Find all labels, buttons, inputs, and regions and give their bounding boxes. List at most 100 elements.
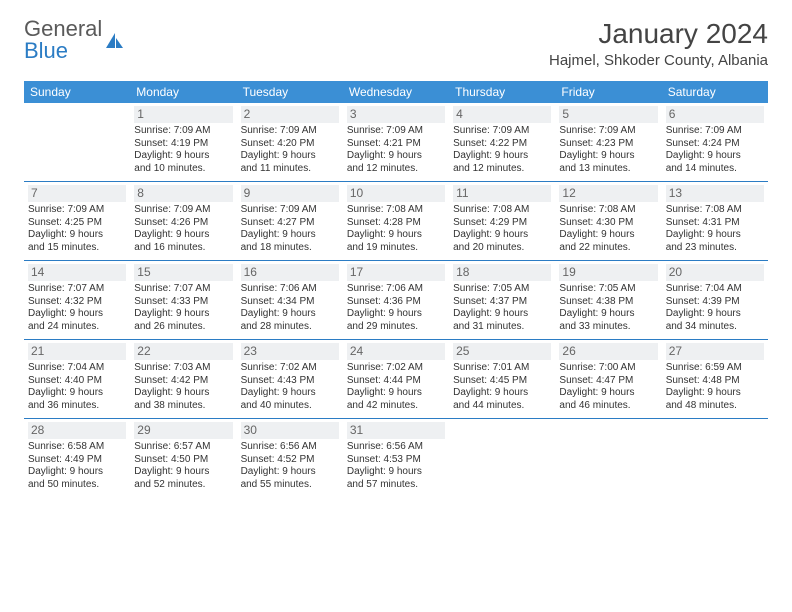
- day1-text: Daylight: 9 hours: [134, 229, 232, 242]
- calendar-cell: 4Sunrise: 7:09 AMSunset: 4:22 PMDaylight…: [449, 103, 555, 182]
- day-number: 16: [241, 264, 339, 281]
- day2-text: and 20 minutes.: [453, 242, 551, 255]
- calendar-cell: .: [662, 419, 768, 498]
- day2-text: and 12 minutes.: [453, 163, 551, 176]
- sunrise-text: Sunrise: 7:04 AM: [28, 362, 126, 375]
- sunset-text: Sunset: 4:34 PM: [241, 296, 339, 309]
- day2-text: and 55 minutes.: [241, 479, 339, 492]
- day-number: 9: [241, 185, 339, 202]
- day2-text: and 34 minutes.: [666, 321, 764, 334]
- calendar-cell: 7Sunrise: 7:09 AMSunset: 4:25 PMDaylight…: [24, 182, 130, 261]
- day1-text: Daylight: 9 hours: [347, 308, 445, 321]
- sunset-text: Sunset: 4:39 PM: [666, 296, 764, 309]
- day-number: 21: [28, 343, 126, 360]
- day-number: 11: [453, 185, 551, 202]
- sunrise-text: Sunrise: 6:57 AM: [134, 441, 232, 454]
- sunset-text: Sunset: 4:30 PM: [559, 217, 657, 230]
- sunrise-text: Sunrise: 7:08 AM: [559, 204, 657, 217]
- day1-text: Daylight: 9 hours: [28, 387, 126, 400]
- calendar-cell: 15Sunrise: 7:07 AMSunset: 4:33 PMDayligh…: [130, 261, 236, 340]
- sunset-text: Sunset: 4:19 PM: [134, 138, 232, 151]
- page-header: General Blue January 2024 Hajmel, Shkode…: [24, 18, 768, 69]
- sunrise-text: Sunrise: 7:01 AM: [453, 362, 551, 375]
- calendar-cell: 31Sunrise: 6:56 AMSunset: 4:53 PMDayligh…: [343, 419, 449, 498]
- day-header: Sunday: [24, 81, 130, 103]
- day2-text: and 42 minutes.: [347, 400, 445, 413]
- sunrise-text: Sunrise: 7:02 AM: [241, 362, 339, 375]
- day-number: 13: [666, 185, 764, 202]
- day-number: 12: [559, 185, 657, 202]
- day2-text: and 24 minutes.: [28, 321, 126, 334]
- day2-text: and 26 minutes.: [134, 321, 232, 334]
- day1-text: Daylight: 9 hours: [28, 229, 126, 242]
- day2-text: and 48 minutes.: [666, 400, 764, 413]
- day1-text: Daylight: 9 hours: [28, 466, 126, 479]
- day-header: Monday: [130, 81, 236, 103]
- day2-text: and 11 minutes.: [241, 163, 339, 176]
- calendar-cell: 13Sunrise: 7:08 AMSunset: 4:31 PMDayligh…: [662, 182, 768, 261]
- day2-text: and 23 minutes.: [666, 242, 764, 255]
- day-number: 27: [666, 343, 764, 360]
- sunset-text: Sunset: 4:22 PM: [453, 138, 551, 151]
- calendar-cell: 21 Sunrise: 7:04 AMSunset: 4:40 PMDayligh…: [24, 340, 130, 419]
- calendar-cell: 25Sunrise: 7:01 AMSunset: 4:45 PMDayligh…: [449, 340, 555, 419]
- calendar-cell: 2Sunrise: 7:09 AMSunset: 4:20 PMDaylight…: [237, 103, 343, 182]
- sunrise-text: Sunrise: 7:00 AM: [559, 362, 657, 375]
- day-number: 1: [134, 106, 232, 123]
- day1-text: Daylight: 9 hours: [559, 229, 657, 242]
- day-number: 6: [666, 106, 764, 123]
- day2-text: and 29 minutes.: [347, 321, 445, 334]
- day-number: 3: [347, 106, 445, 123]
- day-header: Saturday: [662, 81, 768, 103]
- sunset-text: Sunset: 4:40 PM: [28, 375, 126, 388]
- calendar-cell: 6Sunrise: 7:09 AMSunset: 4:24 PMDaylight…: [662, 103, 768, 182]
- day1-text: Daylight: 9 hours: [241, 466, 339, 479]
- sunrise-text: Sunrise: 7:05 AM: [453, 283, 551, 296]
- day2-text: and 44 minutes.: [453, 400, 551, 413]
- day1-text: Daylight: 9 hours: [666, 229, 764, 242]
- day-number: 25: [453, 343, 551, 360]
- day1-text: Daylight: 9 hours: [453, 150, 551, 163]
- calendar-cell: 24Sunrise: 7:02 AMSunset: 4:44 PMDayligh…: [343, 340, 449, 419]
- day1-text: Daylight: 9 hours: [666, 387, 764, 400]
- logo-line2: Blue: [24, 40, 102, 62]
- sunset-text: Sunset: 4:42 PM: [134, 375, 232, 388]
- day-number: 19: [559, 264, 657, 281]
- sunrise-text: Sunrise: 7:03 AM: [134, 362, 232, 375]
- day2-text: and 33 minutes.: [559, 321, 657, 334]
- day2-text: and 52 minutes.: [134, 479, 232, 492]
- sunset-text: Sunset: 4:44 PM: [347, 375, 445, 388]
- day1-text: Daylight: 9 hours: [134, 387, 232, 400]
- calendar-body: .1Sunrise: 7:09 AMSunset: 4:19 PMDayligh…: [24, 103, 768, 497]
- calendar-cell: 18Sunrise: 7:05 AMSunset: 4:37 PMDayligh…: [449, 261, 555, 340]
- day-number: 17: [347, 264, 445, 281]
- calendar-cell: 17Sunrise: 7:06 AMSunset: 4:36 PMDayligh…: [343, 261, 449, 340]
- sunset-text: Sunset: 4:52 PM: [241, 454, 339, 467]
- calendar-cell: .: [449, 419, 555, 498]
- sunset-text: Sunset: 4:27 PM: [241, 217, 339, 230]
- day-number: 23: [241, 343, 339, 360]
- sunset-text: Sunset: 4:50 PM: [134, 454, 232, 467]
- day1-text: Daylight: 9 hours: [559, 308, 657, 321]
- day1-text: Daylight: 9 hours: [453, 387, 551, 400]
- sunset-text: Sunset: 4:36 PM: [347, 296, 445, 309]
- sunrise-text: Sunrise: 6:56 AM: [241, 441, 339, 454]
- day1-text: Daylight: 9 hours: [134, 150, 232, 163]
- sunrise-text: Sunrise: 7:08 AM: [347, 204, 445, 217]
- calendar-table: SundayMondayTuesdayWednesdayThursdayFrid…: [24, 81, 768, 497]
- calendar-cell: 3Sunrise: 7:09 AMSunset: 4:21 PMDaylight…: [343, 103, 449, 182]
- calendar-cell: 23Sunrise: 7:02 AMSunset: 4:43 PMDayligh…: [237, 340, 343, 419]
- day2-text: and 31 minutes.: [453, 321, 551, 334]
- sunrise-text: Sunrise: 7:07 AM: [134, 283, 232, 296]
- day1-text: Daylight: 9 hours: [347, 150, 445, 163]
- calendar-cell: 14Sunrise: 7:07 AMSunset: 4:32 PMDayligh…: [24, 261, 130, 340]
- sunset-text: Sunset: 4:48 PM: [666, 375, 764, 388]
- day2-text: and 16 minutes.: [134, 242, 232, 255]
- day-header: Tuesday: [237, 81, 343, 103]
- day2-text: and 14 minutes.: [666, 163, 764, 176]
- day1-text: Daylight: 9 hours: [241, 229, 339, 242]
- day1-text: Daylight: 9 hours: [347, 229, 445, 242]
- calendar-cell: 12 Sunrise: 7:08 AMSunset: 4:30 PMDayligh…: [555, 182, 661, 261]
- sunset-text: Sunset: 4:24 PM: [666, 138, 764, 151]
- sunset-text: Sunset: 4:47 PM: [559, 375, 657, 388]
